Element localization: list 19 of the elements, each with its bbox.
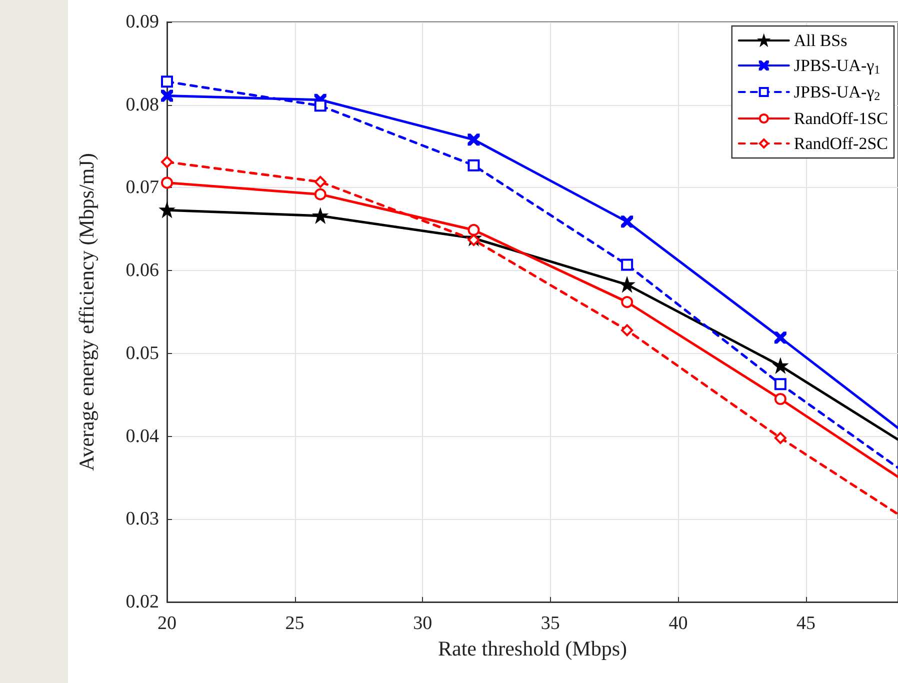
y-tick-label: 0.08	[126, 94, 159, 116]
x-tick-label: 20	[158, 613, 176, 634]
x-axis-title: Rate threshold (Mbps)	[438, 636, 627, 660]
y-tick-label: 0.07	[126, 177, 159, 198]
legend-label: RandOff-2SC	[794, 134, 888, 153]
y-tick-label: 0.09	[126, 12, 159, 32]
x-tick-label: 40	[668, 613, 688, 634]
x-tick-label: 45	[796, 613, 816, 634]
x-tick-label: 25	[285, 613, 304, 634]
y-tick-label: 0.03	[126, 508, 159, 530]
y-tick-label: 0.06	[126, 260, 159, 282]
x-tick-label: 30	[413, 613, 432, 634]
y-axis-title: Average energy efficiency (Mbps/mJ)	[74, 153, 98, 471]
y-tick-label: 0.05	[126, 342, 159, 364]
legend-label: All BSs	[794, 31, 848, 50]
y-tick-label: 0.04	[126, 426, 160, 447]
legend-label: RandOff-1SC	[794, 109, 888, 128]
x-tick-label: 35	[540, 613, 560, 634]
y-tick-label: 0.02	[126, 592, 159, 612]
